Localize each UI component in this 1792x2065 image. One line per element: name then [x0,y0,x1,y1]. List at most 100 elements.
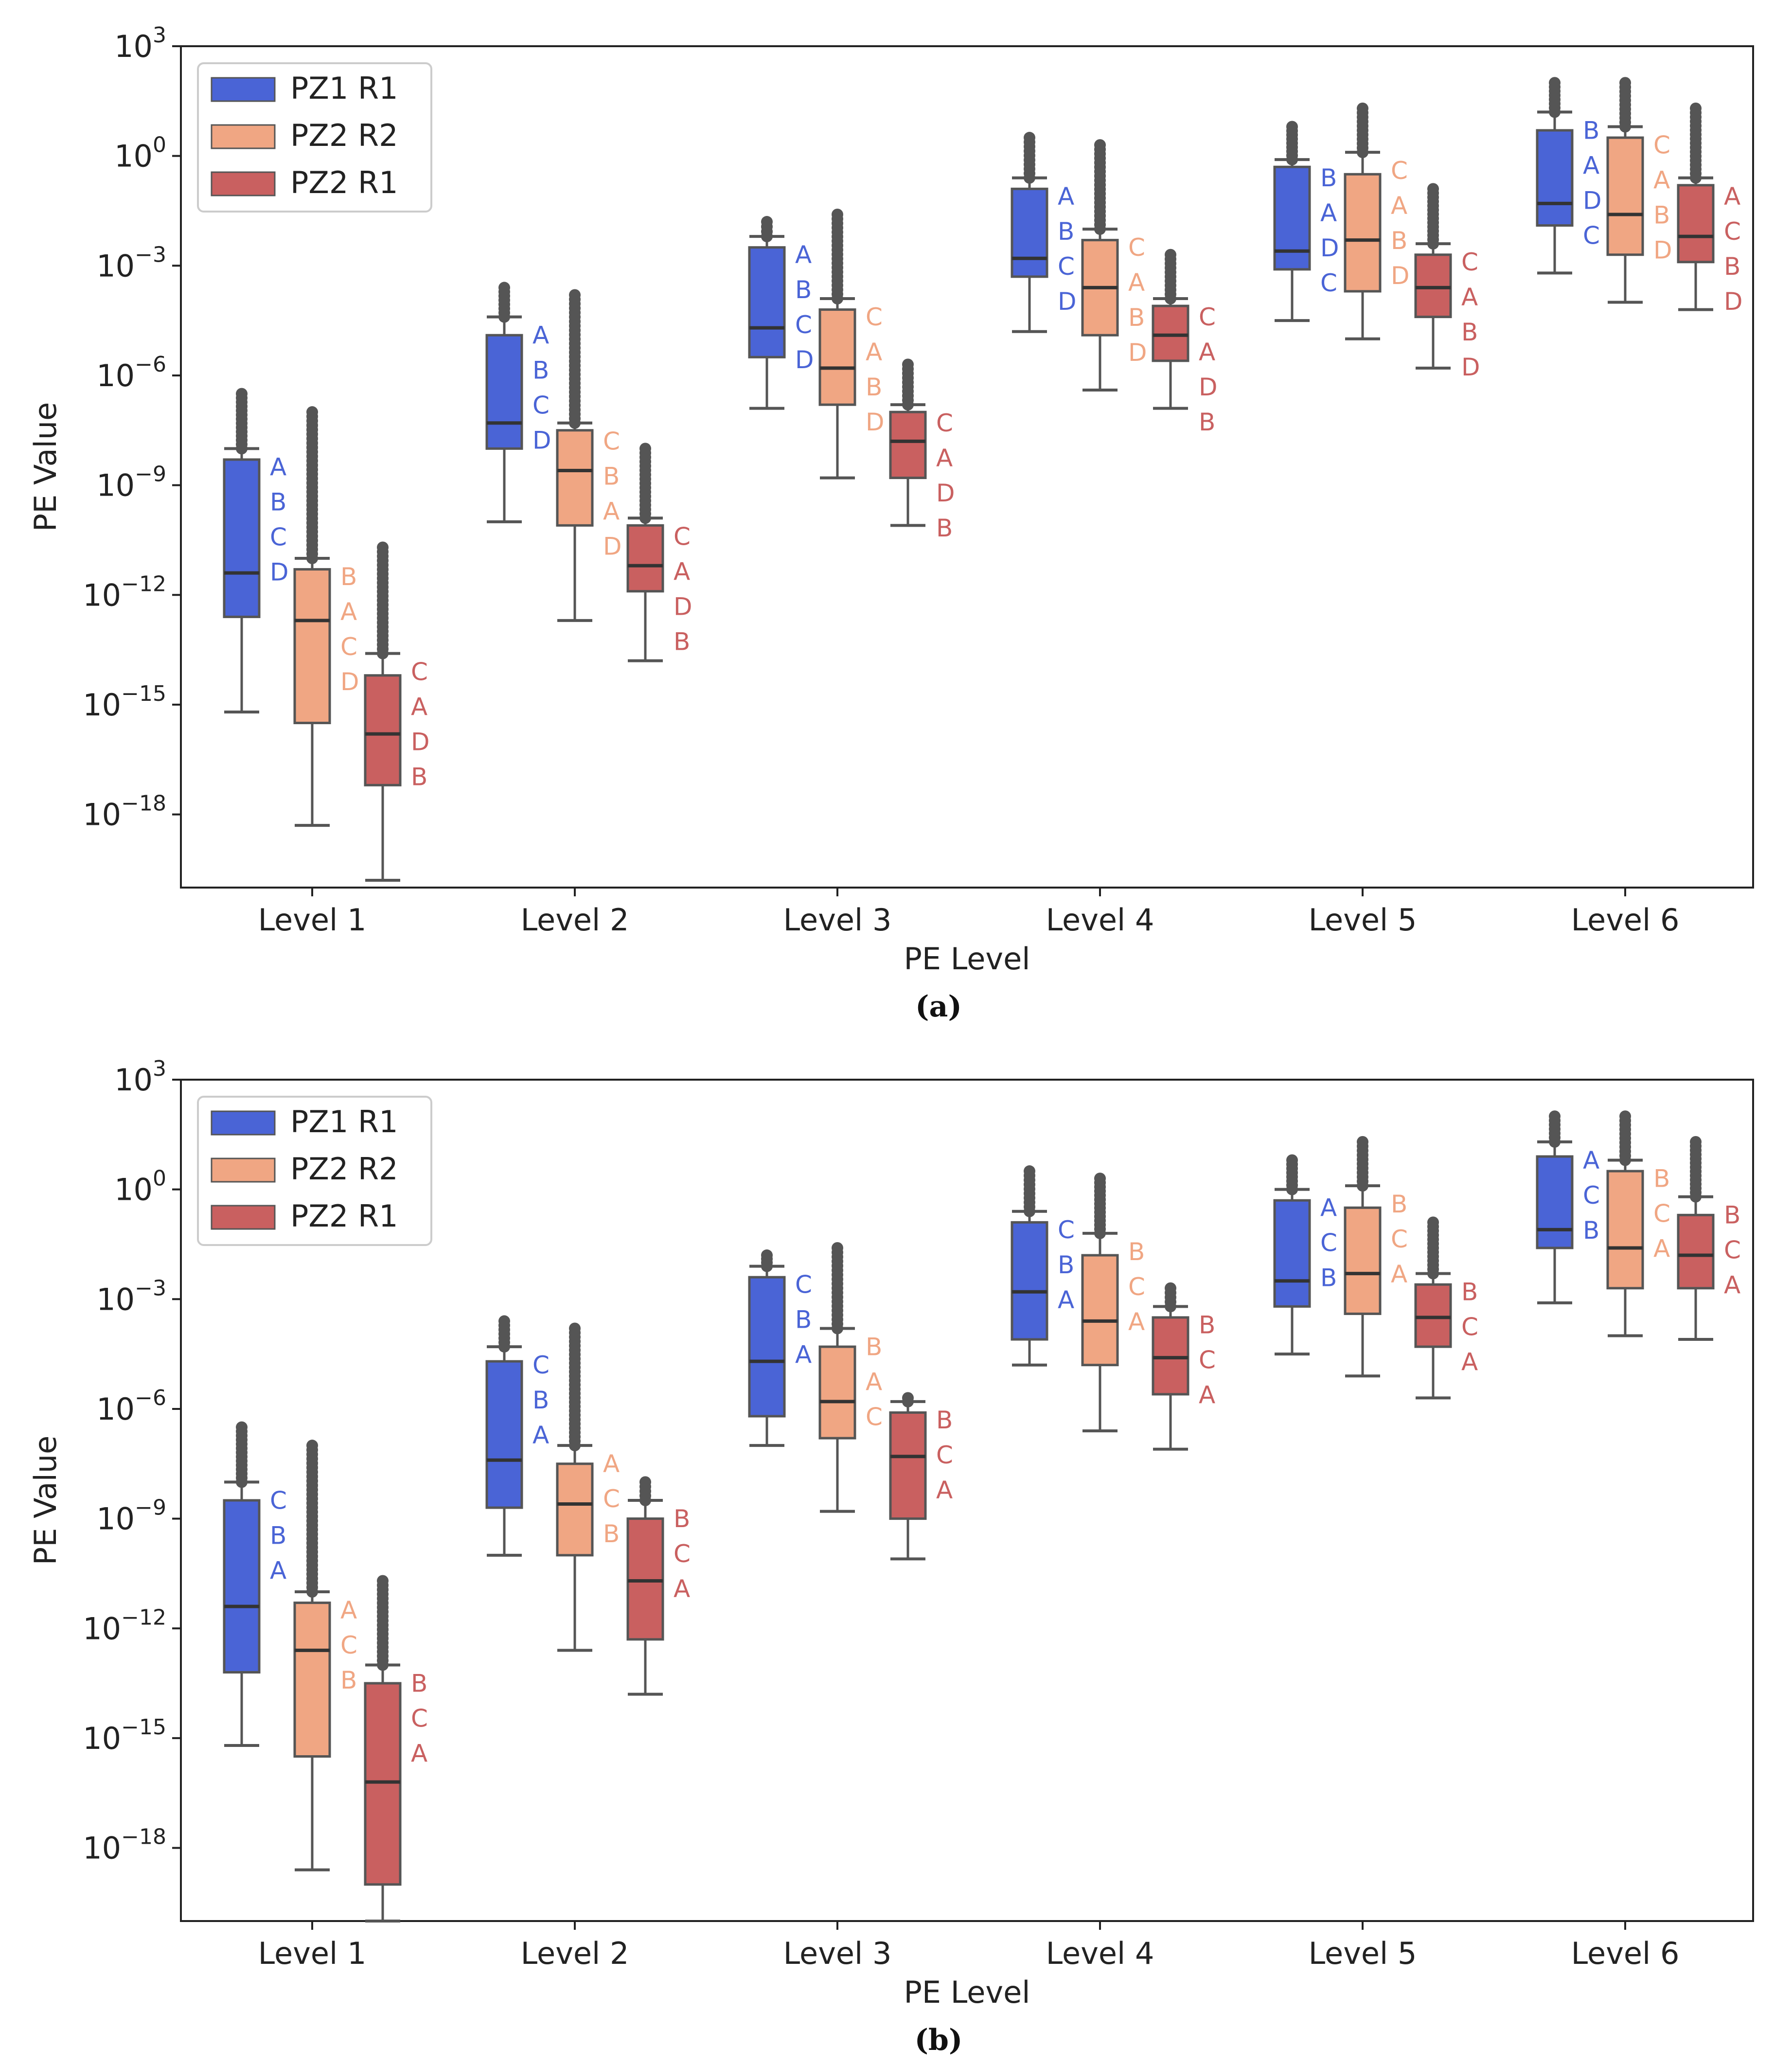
significance-letter: A [1583,151,1599,179]
significance-letter: C [411,1704,428,1732]
significance-letter: A [270,453,286,481]
y-tick-label: 10−15 [83,681,166,723]
outlier-point [236,388,248,400]
outlier-point [1094,1173,1106,1185]
significance-letter: C [936,409,953,437]
outlier-point [832,1242,843,1254]
box-pz1-r1 [748,246,786,358]
significance-letter: C [1058,252,1075,281]
significance-letter: B [1391,1190,1407,1218]
y-tick-label: 103 [114,1056,166,1098]
significance-letter: C [1583,1181,1600,1210]
y-tick-label: 10−9 [96,1495,166,1537]
significance-letter: A [866,1368,882,1396]
significance-letter: B [1199,408,1215,436]
panel-caption: (a) [915,990,962,1024]
outlier-point [1024,132,1035,144]
significance-letter: B [603,463,620,491]
significance-letter: C [532,392,550,420]
legend-label: PZ2 R1 [290,1198,398,1234]
x-tick-label: Level 1 [258,902,367,938]
significance-letter: D [1058,287,1077,316]
significance-letter: B [1128,1238,1145,1266]
significance-letter: A [1058,182,1074,211]
box-pz2-r2 [818,1345,856,1440]
x-tick-label: Level 2 [521,902,629,938]
significance-letter: B [1583,116,1599,144]
outlier-point [1286,121,1298,133]
significance-letter: A [1391,1260,1407,1288]
significance-letter: A [1128,1308,1145,1336]
y-tick-label: 10−6 [96,1386,166,1427]
y-tick-label: 10−6 [96,352,166,393]
box-pz2-r1 [626,1517,664,1641]
significance-letter: B [1461,1278,1478,1306]
significance-letter: C [411,658,428,686]
outlier-point [1165,1282,1176,1294]
significance-letter: C [936,1441,953,1469]
outlier-point [306,1440,318,1452]
box-pz2-r2 [1344,173,1382,293]
legend-label: PZ2 R1 [290,165,398,200]
significance-letter: A [1320,199,1337,227]
x-tick-label: Level 2 [521,1936,629,1971]
significance-letter: C [1320,269,1337,297]
outlier-point [902,1392,914,1404]
outlier-point [639,443,651,455]
significance-letter: C [1320,1229,1337,1257]
box-pz1-r1 [1011,187,1048,278]
significance-letter: B [1128,303,1145,332]
outlier-point [1619,1110,1631,1122]
legend-swatch [211,1110,276,1136]
outlier-point [761,1249,773,1262]
significance-letter: C [795,311,812,339]
significance-letter: B [270,1521,286,1549]
chart-panel-2: 10−18 10−15 10−12 10−9 10−6 10−3 100 103 PE Valu… [28,1056,1754,2057]
significance-letter: B [936,1406,953,1434]
significance-letter: C [270,523,287,551]
significance-letter: B [1653,201,1670,229]
outlier-point [498,1315,510,1327]
significance-letter: C [866,1403,883,1431]
significance-letter: B [866,1333,882,1361]
y-tick-label: 100 [114,1166,166,1208]
x-tick-label: Level 5 [1309,902,1417,938]
significance-letter: D [340,668,359,696]
significance-letter: C [1128,233,1145,262]
x-tick-label: Level 4 [1046,1936,1154,1971]
significance-letter: A [603,498,620,526]
y-axis-label: PE Value [28,402,63,532]
outlier-point [1165,249,1176,261]
outlier-point [832,209,843,220]
significance-letter: C [1583,221,1600,249]
outlier-point [1094,139,1106,151]
significance-letter: B [1058,217,1074,246]
significance-letter: D [1391,262,1410,290]
box-pz1-r1 [1273,1199,1311,1308]
plot-area [180,45,1754,889]
outlier-point [1690,1136,1702,1148]
significance-letter: C [1461,248,1478,276]
significance-letter: D [1724,287,1743,316]
significance-letter: C [1724,217,1741,246]
y-tick-label: 10−18 [83,791,166,833]
significance-letter: C [340,633,357,661]
significance-letter: B [866,373,882,401]
significance-letter: B [674,627,690,656]
x-tick-label: Level 4 [1046,902,1154,938]
box-pz2-r1 [1414,1283,1452,1348]
significance-letter: A [1583,1146,1599,1175]
significance-letter: C [270,1486,287,1514]
box-pz1-r1 [1273,165,1311,271]
box-pz1-r1 [485,1360,523,1509]
box-pz2-r1 [1414,253,1452,319]
legend-label: PZ2 R2 [290,118,398,153]
legend-swatch [211,1157,276,1183]
significance-letter: D [1583,186,1602,214]
significance-letter: D [1320,234,1339,262]
significance-letter: B [1461,318,1478,346]
box-pz2-r1 [889,1411,927,1520]
plot-area [180,1079,1754,1922]
significance-letter: B [795,1306,812,1334]
